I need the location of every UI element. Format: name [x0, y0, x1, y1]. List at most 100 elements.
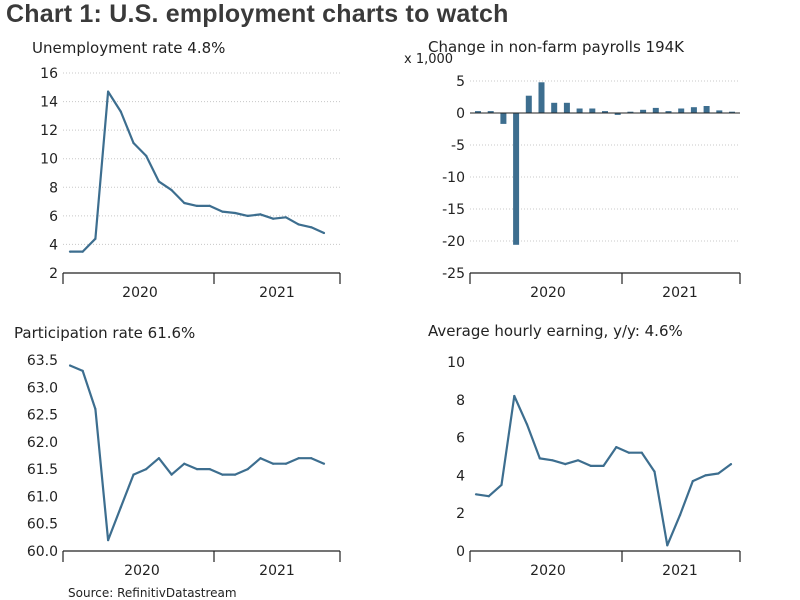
y-tick-label: 8: [456, 393, 465, 409]
data-point: [94, 408, 97, 411]
x-tick-label: 2021: [259, 285, 295, 301]
x-tick-label: 2021: [259, 563, 295, 579]
bar: [665, 111, 672, 113]
y-tick-label: 2: [49, 266, 58, 282]
y-tick-label: 0: [456, 106, 465, 122]
bar: [602, 111, 608, 113]
x-tick-label: 2020: [530, 285, 566, 301]
data-point: [704, 474, 707, 477]
data-point: [170, 189, 173, 192]
data-point: [145, 154, 148, 157]
page-title: Chart 1: U.S. employment charts to watch: [6, 0, 509, 28]
bar: [703, 106, 710, 113]
data-point: [195, 468, 199, 471]
data-point: [234, 211, 237, 215]
data-point: [729, 463, 733, 466]
y-tick-label: 61.0: [27, 489, 58, 505]
data-point: [297, 223, 300, 226]
data-point: [94, 237, 97, 240]
bar: [525, 95, 532, 113]
y-tick-label: 2: [456, 506, 465, 522]
bar: [690, 107, 697, 113]
data-point: [322, 462, 326, 465]
data-point: [691, 480, 694, 483]
data-point: [310, 226, 313, 229]
y-tick-label: 16: [40, 66, 58, 82]
source-note: Source: RefinitivDatastream: [68, 586, 237, 600]
data-point: [538, 457, 541, 460]
data-point: [81, 250, 84, 253]
data-point: [272, 462, 275, 465]
data-point: [107, 90, 110, 93]
bar: [487, 111, 494, 113]
bar: [563, 102, 570, 113]
data-point: [272, 217, 275, 220]
bar: [475, 111, 481, 113]
data-point: [259, 213, 262, 216]
chart-title-hourly-earnings: Average hourly earning, y/y: 4.6%: [428, 322, 683, 340]
bar: [627, 111, 634, 113]
data-point: [246, 214, 249, 217]
data-point: [119, 506, 122, 509]
data-point: [157, 457, 160, 460]
bar: [652, 107, 659, 113]
data-point: [589, 464, 592, 467]
y-tick-label: 14: [40, 95, 58, 111]
y-tick-label: 0: [456, 544, 465, 560]
data-point: [132, 473, 135, 476]
data-point: [717, 472, 720, 475]
data-point: [132, 141, 135, 145]
y-tick-label: 63.5: [27, 353, 58, 369]
y-tick-label: 60.5: [27, 517, 58, 533]
data-point: [183, 201, 186, 205]
y-tick-label: 12: [40, 123, 58, 139]
data-point: [297, 457, 300, 460]
data-point: [640, 451, 643, 454]
data-point: [208, 204, 211, 207]
series-line: [69, 364, 325, 542]
data-point: [653, 470, 656, 473]
data-point: [183, 462, 186, 465]
data-point: [157, 180, 160, 183]
data-point: [68, 250, 72, 253]
data-point: [678, 514, 682, 517]
data-point: [246, 468, 249, 471]
bar: [716, 110, 723, 113]
data-point: [602, 464, 605, 467]
data-point: [107, 539, 110, 542]
data-point: [284, 216, 287, 219]
data-point: [487, 495, 490, 498]
chart-title-unemployment: Unemployment rate 4.8%: [32, 39, 226, 57]
bar: [640, 109, 647, 113]
series-line: [70, 90, 325, 253]
data-point: [119, 110, 122, 113]
data-point: [513, 394, 516, 398]
x-tick-label: 2021: [662, 563, 698, 579]
y-tick-label: 62.5: [27, 408, 58, 424]
data-point: [234, 473, 237, 476]
data-point: [666, 544, 669, 547]
bar: [513, 113, 520, 245]
bar: [551, 102, 558, 113]
chart-title-payrolls: Change in non-farm payrolls 194K: [428, 38, 684, 56]
bar: [538, 82, 545, 113]
data-point: [576, 459, 580, 462]
y-tick-label: 63.0: [27, 380, 58, 396]
y-tick-label: 60.0: [27, 544, 58, 560]
data-point: [615, 446, 618, 449]
data-point: [564, 463, 567, 466]
data-point: [627, 451, 631, 454]
data-point: [221, 210, 224, 213]
data-point: [310, 457, 313, 460]
y-tick-label: 6: [456, 431, 465, 447]
x-tick-label: 2020: [122, 285, 158, 301]
bar: [678, 108, 685, 113]
bar: [500, 113, 507, 124]
data-point: [221, 473, 224, 476]
x-tick-label: 2020: [530, 563, 566, 579]
data-point: [195, 204, 199, 207]
x-tick-label: 2020: [124, 563, 160, 579]
bar: [729, 111, 735, 113]
bar: [614, 113, 621, 115]
